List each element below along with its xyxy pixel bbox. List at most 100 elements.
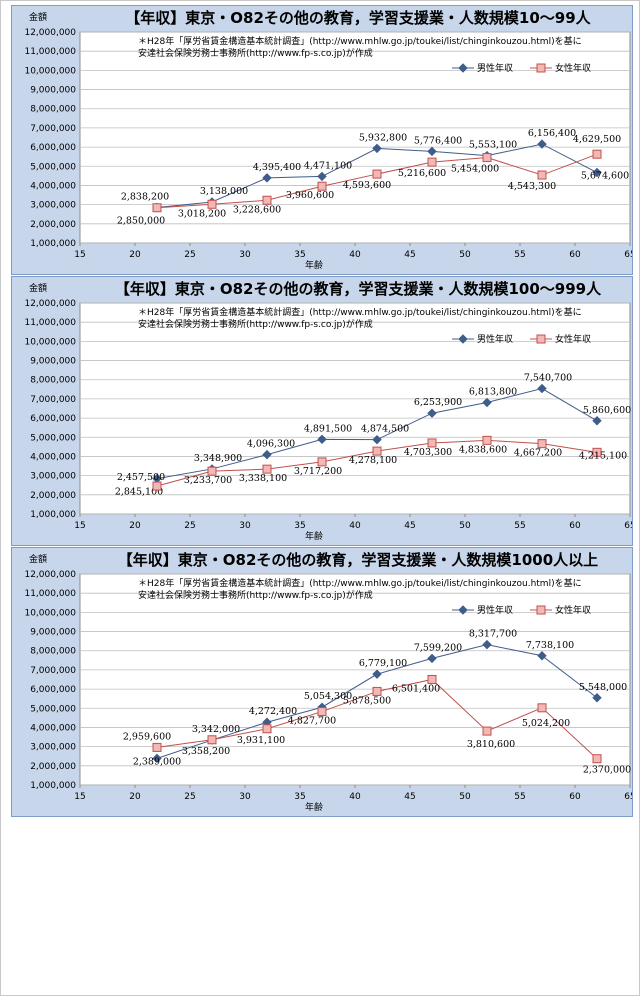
data-label: 3,338,100 (239, 473, 287, 484)
y-tick-label: 5,000,000 (30, 704, 76, 714)
data-label: 2,838,200 (121, 192, 169, 203)
data-label: 4,395,400 (253, 162, 301, 173)
y-tick-label: 7,000,000 (30, 666, 76, 676)
data-point (372, 434, 382, 445)
data-label: 6,779,100 (359, 658, 407, 669)
y-tick-label: 6,000,000 (30, 143, 76, 153)
y-tick-label: 1,000,000 (30, 781, 76, 791)
y-tick-label: 2,000,000 (30, 220, 76, 230)
chart-title: 【年収】東京・O82その他の教育，学習支援業・人数規模100～999人 (115, 280, 602, 298)
data-label: 6,501,400 (392, 683, 440, 694)
x-tick-label: 60 (569, 250, 581, 260)
data-label: 5,932,800 (359, 132, 407, 143)
source-note: ＊H28年「厚労省賃金構造基本統計調査」(http://www.mhlw.go.… (138, 577, 582, 589)
data-label: 2,850,000 (117, 216, 165, 227)
data-point (317, 434, 327, 445)
x-tick-label: 50 (459, 792, 471, 802)
x-tick-label: 15 (74, 250, 85, 260)
data-point (372, 686, 382, 696)
x-tick-label: 35 (294, 792, 305, 802)
data-point (372, 169, 382, 179)
data-label: 4,703,300 (404, 447, 452, 458)
data-point (537, 439, 547, 449)
data-label: 4,543,300 (508, 181, 556, 192)
legend-label: 女性年収 (555, 604, 591, 616)
data-label: 2,845,100 (115, 487, 163, 498)
data-point (207, 735, 217, 745)
x-tick-label: 25 (184, 792, 195, 802)
data-label: 3,358,200 (182, 746, 230, 757)
data-label: 6,156,400 (528, 128, 576, 139)
data-label: 3,717,200 (294, 466, 342, 477)
x-tick-label: 60 (569, 792, 581, 802)
data-label: 4,278,100 (349, 455, 397, 466)
x-tick-label: 65 (624, 521, 632, 531)
y-tick-label: 12,000,000 (24, 28, 76, 38)
x-tick-label: 55 (514, 521, 525, 531)
source-note: 安達社会保険労務士事務所(http://www.fp-s.co.jp)が作成 (138, 589, 373, 601)
data-label: 3,348,900 (194, 453, 242, 464)
source-note: ＊H28年「厚労省賃金構造基本統計調査」(http://www.mhlw.go.… (138, 35, 582, 47)
x-tick-label: 45 (404, 250, 415, 260)
data-point (427, 146, 437, 157)
chart-title: 【年収】東京・O82その他の教育，学習支援業・人数規模10～99人 (125, 9, 591, 27)
legend-label: 女性年収 (555, 333, 591, 345)
data-point (537, 703, 547, 713)
x-tick-label: 30 (239, 521, 251, 531)
data-point (262, 449, 272, 460)
y-tick-label: 1,000,000 (30, 239, 76, 249)
x-tick-label: 35 (294, 250, 305, 260)
data-point (152, 481, 162, 491)
data-label: 3,960,600 (286, 190, 334, 201)
data-label: 2,389,000 (133, 756, 181, 767)
legend-label: 女性年収 (555, 62, 591, 74)
legend-marker (536, 605, 546, 615)
x-tick-label: 65 (624, 792, 632, 802)
x-tick-label: 30 (239, 792, 251, 802)
data-label: 3,018,200 (178, 208, 226, 219)
data-point (152, 753, 162, 764)
chart-panel-large: 1,000,000 2,000,000 3,000,000 4,000,000 5,00… (11, 547, 633, 817)
legend-label: 男性年収 (477, 62, 513, 74)
data-point (262, 464, 272, 474)
source-note: 安達社会保険労務士事務所(http://www.fp-s.co.jp)が作成 (138, 318, 373, 330)
y-tick-label: 8,000,000 (30, 647, 76, 657)
data-label: 7,738,100 (526, 640, 574, 651)
y-tick-label: 3,000,000 (30, 201, 76, 211)
y-tick-label: 6,000,000 (30, 685, 76, 695)
y-tick-label: 2,000,000 (30, 491, 76, 501)
y-tick-label: 10,000,000 (24, 337, 76, 347)
y-tick-label: 11,000,000 (24, 589, 76, 599)
x-axis-label: 年齢 (305, 801, 323, 813)
data-label: 6,813,800 (469, 386, 517, 397)
data-point (372, 446, 382, 456)
y-tick-label: 8,000,000 (30, 376, 76, 386)
data-label: 4,593,600 (343, 180, 391, 191)
data-point (262, 195, 272, 205)
data-label: 2,959,600 (123, 731, 171, 742)
data-point (537, 170, 547, 180)
data-point (592, 149, 602, 159)
data-label: 3,810,600 (467, 739, 515, 750)
data-point (262, 724, 272, 734)
data-label: 5,878,500 (343, 695, 391, 706)
y-tick-label: 10,000,000 (24, 66, 76, 76)
y-tick-label: 12,000,000 (24, 299, 76, 309)
chart-panel-small: 1,000,000 2,000,000 3,000,000 4,000,000 5,00… (11, 5, 633, 275)
data-point (537, 651, 547, 661)
chart-small-company: 1,000,000 2,000,000 3,000,000 4,000,000 5,00… (24, 9, 632, 271)
y-tick-label: 9,000,000 (30, 628, 76, 638)
data-label: 5,054,300 (304, 691, 352, 702)
data-point (317, 181, 327, 191)
data-point (427, 438, 437, 448)
data-point (537, 383, 547, 394)
x-tick-label: 50 (459, 250, 471, 260)
x-tick-label: 35 (294, 521, 305, 531)
x-tick-label: 15 (74, 521, 85, 531)
data-point (427, 408, 437, 418)
y-tick-label: 3,000,000 (30, 472, 76, 482)
x-tick-label: 20 (129, 792, 141, 802)
legend-marker (458, 605, 468, 615)
x-tick-label: 30 (239, 250, 251, 260)
